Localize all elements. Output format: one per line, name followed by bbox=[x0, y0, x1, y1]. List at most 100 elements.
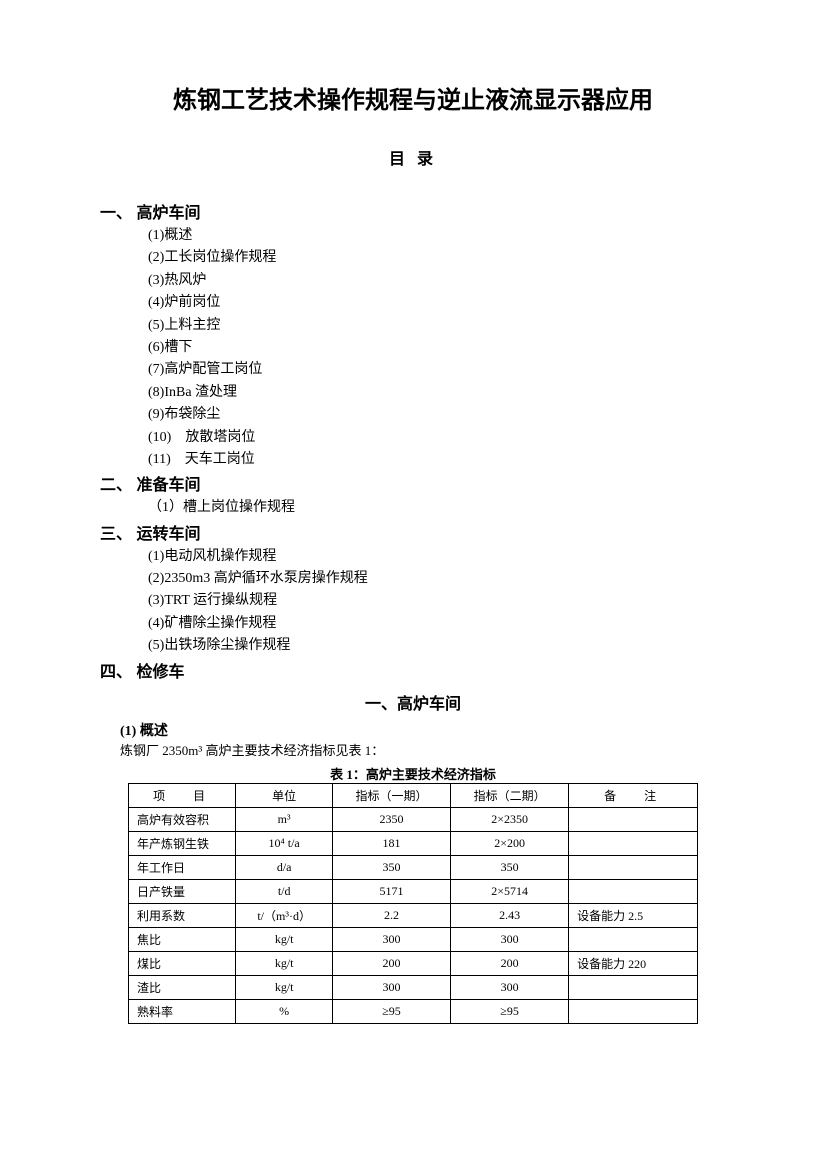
table-cell bbox=[569, 927, 698, 951]
table-row: 日产铁量t/d51712×5714 bbox=[129, 879, 698, 903]
table-caption: 表 1：高炉主要技术经济指标 bbox=[100, 764, 726, 783]
table-cell bbox=[569, 999, 698, 1023]
toc-item: (2)2350m3 高炉循环水泵房操作规程 bbox=[148, 568, 726, 590]
table-cell: ≥95 bbox=[451, 999, 569, 1023]
toc-item: (6)槽下 bbox=[148, 337, 726, 359]
table-cell: kg/t bbox=[236, 975, 333, 999]
body-text-1: 炼钢厂 2350m³ 高炉主要技术经济指标见表 1： bbox=[120, 742, 726, 760]
toc-item: (1)电动风机操作规程 bbox=[148, 546, 726, 568]
table-header: 项 目 bbox=[129, 783, 236, 807]
table-row: 高炉有效容积m³23502×2350 bbox=[129, 807, 698, 831]
table-cell: kg/t bbox=[236, 951, 333, 975]
table-cell: 350 bbox=[332, 855, 450, 879]
table-cell: 5171 bbox=[332, 879, 450, 903]
toc-item: （1）槽上岗位操作规程 bbox=[148, 497, 726, 519]
table-cell: 2×5714 bbox=[451, 879, 569, 903]
section-num: 一、 bbox=[100, 205, 132, 222]
toc-item: (4)矿槽除尘操作规程 bbox=[148, 613, 726, 635]
table-cell: 年工作日 bbox=[129, 855, 236, 879]
table-cell: 200 bbox=[451, 951, 569, 975]
table-cell: 设备能力 2.5 bbox=[569, 903, 698, 927]
toc-item: (3)TRT 运行操纵规程 bbox=[148, 590, 726, 612]
table-row: 焦比kg/t300300 bbox=[129, 927, 698, 951]
toc-item: (11) 天车工岗位 bbox=[148, 449, 726, 471]
table-cell: 日产铁量 bbox=[129, 879, 236, 903]
table-cell: 高炉有效容积 bbox=[129, 807, 236, 831]
table-cell: 300 bbox=[332, 975, 450, 999]
table-cell: 熟料率 bbox=[129, 999, 236, 1023]
table-cell: 渣比 bbox=[129, 975, 236, 999]
section-title: 运转车间 bbox=[136, 526, 200, 543]
table-cell: 2×2350 bbox=[451, 807, 569, 831]
table-cell: ≥95 bbox=[332, 999, 450, 1023]
table-cell bbox=[569, 807, 698, 831]
table-cell: 10⁴ t/a bbox=[236, 831, 333, 855]
table-row: 煤比kg/t200200设备能力 220 bbox=[129, 951, 698, 975]
doc-title: 炼钢工艺技术操作规程与逆止液流显示器应用 bbox=[100, 80, 726, 115]
table-cell: % bbox=[236, 999, 333, 1023]
table-cell: 2×200 bbox=[451, 831, 569, 855]
table-cell bbox=[569, 975, 698, 999]
section-num: 三、 bbox=[100, 526, 132, 543]
table-cell: 2.43 bbox=[451, 903, 569, 927]
sub1-title: (1) 概述 bbox=[120, 720, 726, 740]
section-title: 检修车 bbox=[136, 664, 184, 681]
table-header: 单位 bbox=[236, 783, 333, 807]
table-cell bbox=[569, 831, 698, 855]
section-num: 四、 bbox=[100, 664, 132, 681]
toc-section-3: 三、 运转车间 (1)电动风机操作规程 (2)2350m3 高炉循环水泵房操作规… bbox=[100, 520, 726, 658]
section-title: 准备车间 bbox=[136, 477, 200, 494]
table-cell: 181 bbox=[332, 831, 450, 855]
data-table: 项 目 单位 指标（一期） 指标（二期） 备 注 高炉有效容积m³23502×2… bbox=[128, 783, 698, 1024]
toc-label: 目 录 bbox=[100, 145, 726, 169]
toc-item: (1)概述 bbox=[148, 225, 726, 247]
table-cell: t/（m³·d） bbox=[236, 903, 333, 927]
section-header-4: 四、 检修车 bbox=[100, 658, 726, 682]
section-title: 高炉车间 bbox=[136, 205, 200, 222]
table-cell: 300 bbox=[451, 975, 569, 999]
toc-item: (8)InBa 渣处理 bbox=[148, 382, 726, 404]
table-cell: 2.2 bbox=[332, 903, 450, 927]
toc-section-2: 二、 准备车间 （1）槽上岗位操作规程 bbox=[100, 471, 726, 519]
table-cell: 300 bbox=[451, 927, 569, 951]
table-header: 指标（一期） bbox=[332, 783, 450, 807]
table-cell: t/d bbox=[236, 879, 333, 903]
toc-item: (3)热风炉 bbox=[148, 270, 726, 292]
toc-item: (2)工长岗位操作规程 bbox=[148, 247, 726, 269]
table-cell: 200 bbox=[332, 951, 450, 975]
toc-section-4: 四、 检修车 bbox=[100, 658, 726, 682]
table-cell: 2350 bbox=[332, 807, 450, 831]
table-header: 指标（二期） bbox=[451, 783, 569, 807]
toc-section-1: 一、 高炉车间 (1)概述 (2)工长岗位操作规程 (3)热风炉 (4)炉前岗位… bbox=[100, 199, 726, 471]
toc-item: (4)炉前岗位 bbox=[148, 292, 726, 314]
table-header-row: 项 目 单位 指标（一期） 指标（二期） 备 注 bbox=[129, 783, 698, 807]
table-header: 备 注 bbox=[569, 783, 698, 807]
table-cell bbox=[569, 879, 698, 903]
toc-item: (5)出铁场除尘操作规程 bbox=[148, 635, 726, 657]
table-cell: 设备能力 220 bbox=[569, 951, 698, 975]
toc-item: (7)高炉配管工岗位 bbox=[148, 359, 726, 381]
table-cell: kg/t bbox=[236, 927, 333, 951]
section-header-1: 一、 高炉车间 bbox=[100, 199, 726, 223]
table-cell: 焦比 bbox=[129, 927, 236, 951]
section-header-2: 二、 准备车间 bbox=[100, 471, 726, 495]
toc-item: (5)上料主控 bbox=[148, 315, 726, 337]
table-row: 年工作日d/a350350 bbox=[129, 855, 698, 879]
section-num: 二、 bbox=[100, 477, 132, 494]
table-body: 高炉有效容积m³23502×2350年产炼钢生铁10⁴ t/a1812×200年… bbox=[129, 807, 698, 1023]
section-header-3: 三、 运转车间 bbox=[100, 520, 726, 544]
table-cell: 300 bbox=[332, 927, 450, 951]
table-row: 年产炼钢生铁10⁴ t/a1812×200 bbox=[129, 831, 698, 855]
table-cell bbox=[569, 855, 698, 879]
toc-item: (9)布袋除尘 bbox=[148, 404, 726, 426]
table-cell: 利用系数 bbox=[129, 903, 236, 927]
table-row: 熟料率%≥95≥95 bbox=[129, 999, 698, 1023]
table-cell: d/a bbox=[236, 855, 333, 879]
section1-title: 一、高炉车间 bbox=[100, 690, 726, 714]
table-cell: 350 bbox=[451, 855, 569, 879]
table-cell: 煤比 bbox=[129, 951, 236, 975]
table-cell: m³ bbox=[236, 807, 333, 831]
table-row: 利用系数t/（m³·d）2.22.43设备能力 2.5 bbox=[129, 903, 698, 927]
table-cell: 年产炼钢生铁 bbox=[129, 831, 236, 855]
table-row: 渣比kg/t300300 bbox=[129, 975, 698, 999]
